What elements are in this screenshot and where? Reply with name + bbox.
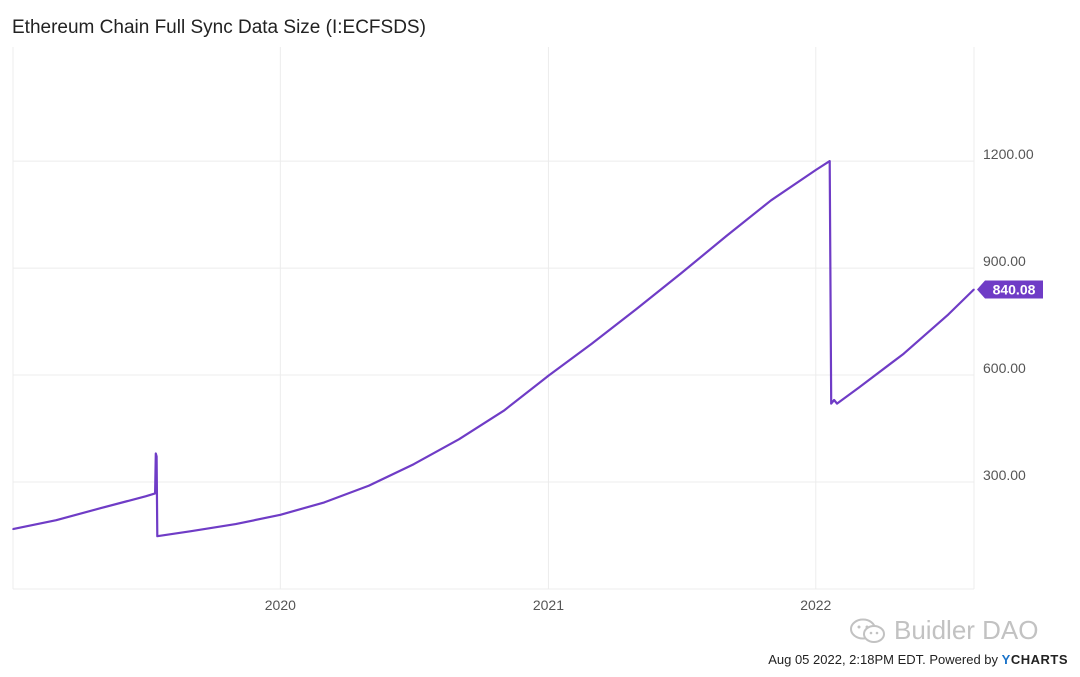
powered-by: Powered by <box>929 652 999 667</box>
ycharts-logo-rest: CHARTS <box>1010 652 1068 667</box>
last-value-label: 840.08 <box>993 281 1036 297</box>
wechat-icon <box>850 618 885 643</box>
data-point <box>458 438 460 441</box>
data-point <box>828 160 831 162</box>
chart-footer: Aug 05 2022, 2:18PM EDT. Powered by YCHA… <box>768 652 1068 667</box>
data-point <box>547 374 550 377</box>
last-value-badge <box>977 280 1043 299</box>
timestamp: Aug 05 2022, 2:18PM EDT. <box>768 652 926 667</box>
data-point <box>858 386 860 389</box>
watermark-text: Buidler DAO <box>894 615 1039 645</box>
data-point <box>973 288 975 291</box>
data-point <box>234 523 237 525</box>
data-point <box>725 235 728 237</box>
y-tick-label: 900.00 <box>983 253 1026 269</box>
data-point <box>100 507 102 509</box>
data-point <box>12 528 14 530</box>
data-point <box>770 199 772 202</box>
y-tick-label: 600.00 <box>983 360 1026 376</box>
x-tick-label: 2020 <box>265 597 296 613</box>
series-layer <box>12 160 975 538</box>
data-point <box>154 492 156 495</box>
data-point <box>590 342 593 345</box>
data-point <box>190 530 192 533</box>
y-tick-label: 1200.00 <box>983 146 1034 162</box>
series-line <box>12 160 975 538</box>
y-tick-label: 300.00 <box>983 467 1026 483</box>
data-point <box>55 519 58 521</box>
data-point <box>947 313 950 316</box>
x-tick-label: 2022 <box>800 597 831 613</box>
data-point <box>155 452 157 455</box>
data-point <box>635 308 638 310</box>
axis-layer: 300.00 600.00 900.00 1200.00 2020 2021 2022 <box>265 146 1034 613</box>
data-point <box>323 501 326 504</box>
data-point <box>680 272 682 275</box>
data-point <box>814 169 817 171</box>
chart-title: Ethereum Chain Full Sync Data Size (I:EC… <box>12 17 426 38</box>
ycharts-logo-y: Y <box>1001 652 1011 667</box>
grid-layer <box>12 47 975 590</box>
data-point <box>279 514 282 516</box>
data-point <box>902 352 905 355</box>
data-point <box>833 399 835 401</box>
data-point <box>502 409 505 412</box>
data-point <box>830 402 832 405</box>
data-point <box>836 402 838 405</box>
data-point <box>412 463 415 465</box>
data-point <box>155 455 158 458</box>
watermark: Buidler DAO <box>848 615 1039 646</box>
ycharts-logo[interactable]: YCHARTS <box>1002 652 1068 667</box>
x-tick-label: 2021 <box>533 597 564 613</box>
data-point <box>368 484 370 487</box>
data-point <box>144 495 147 498</box>
data-point <box>156 535 159 538</box>
label-layer: 840.08 <box>977 280 1043 299</box>
